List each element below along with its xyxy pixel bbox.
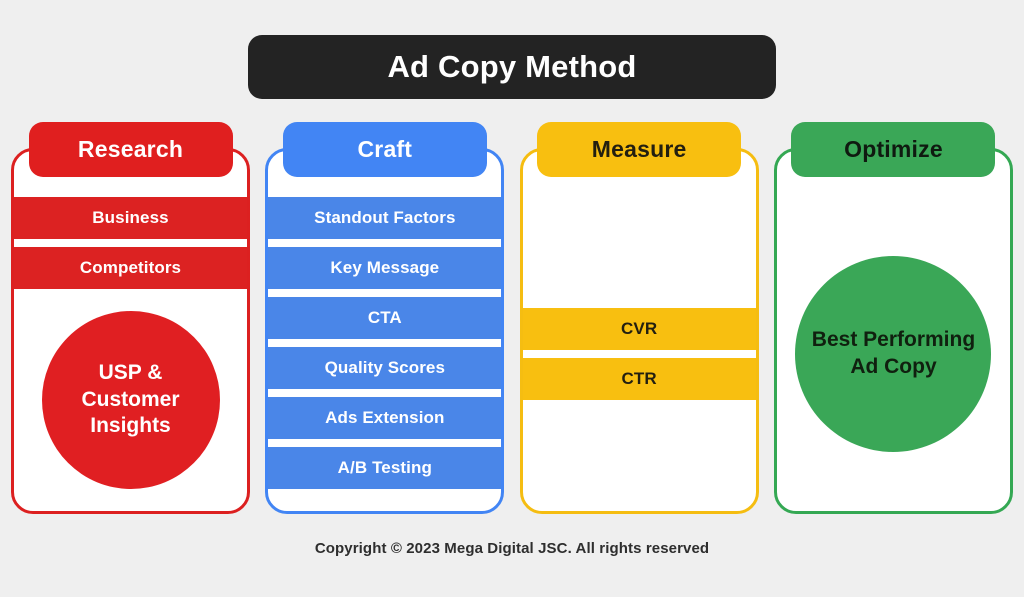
- measure-bar-stack: CVR CTR: [522, 308, 756, 400]
- bar-ctr[interactable]: CTR: [522, 358, 756, 400]
- footer: Copyright © 2023 Mega Digital JSC. All r…: [0, 540, 1024, 558]
- method-columns-row: Business Competitors USP & Customer Insi…: [0, 122, 1024, 517]
- header-label-craft: Craft: [357, 136, 413, 162]
- column-research: Business Competitors USP & Customer Insi…: [11, 122, 250, 517]
- header-label-research: Research: [77, 136, 184, 162]
- bar-ads-extension[interactable]: Ads Extension: [268, 397, 502, 439]
- bar-cvr[interactable]: CVR: [522, 308, 756, 350]
- copyright-text: Copyright © 2023 Mega Digital JSC. All r…: [314, 540, 710, 557]
- research-bar-stack: Business Competitors: [14, 197, 247, 289]
- craft-bar-stack: Standout Factors Key Message CTA Quality…: [268, 197, 502, 489]
- page-title: Ad Copy Method: [387, 49, 637, 84]
- bar-ab-testing[interactable]: A/B Testing: [268, 447, 502, 489]
- bar-cta[interactable]: CTA: [268, 297, 502, 339]
- card-research: Business Competitors USP & Customer Insi…: [11, 148, 250, 514]
- bar-key-message[interactable]: Key Message: [268, 247, 502, 289]
- column-optimize: Best Performing Ad Copy Optimize: [773, 122, 1013, 517]
- bar-standout-factors[interactable]: Standout Factors: [268, 197, 502, 239]
- card-research-body: Business Competitors USP & Customer Insi…: [14, 151, 247, 511]
- header-pill-measure[interactable]: Measure: [537, 122, 742, 177]
- header-pill-craft[interactable]: Craft: [282, 122, 487, 177]
- card-craft: Standout Factors Key Message CTA Quality…: [265, 148, 505, 514]
- header-pill-optimize[interactable]: Optimize: [791, 122, 996, 177]
- circle-best-performing-ad-copy[interactable]: Best Performing Ad Copy: [795, 256, 992, 452]
- header-label-measure: Measure: [591, 136, 687, 162]
- bar-competitors[interactable]: Competitors: [14, 247, 247, 289]
- card-optimize: Best Performing Ad Copy: [773, 148, 1013, 514]
- research-circle-wrap: USP & Customer Insights: [14, 289, 247, 511]
- page-title-banner: Ad Copy Method: [248, 35, 776, 99]
- column-measure: CVR CTR Measure: [519, 122, 759, 517]
- bar-quality-scores[interactable]: Quality Scores: [268, 347, 502, 389]
- circle-usp-customer-insights[interactable]: USP & Customer Insights: [41, 311, 220, 489]
- card-measure: CVR CTR: [519, 148, 759, 514]
- optimize-circle-wrap: Best Performing Ad Copy: [777, 197, 1010, 511]
- header-label-optimize: Optimize: [844, 136, 943, 162]
- header-pill-research[interactable]: Research: [28, 122, 233, 177]
- card-craft-body: Standout Factors Key Message CTA Quality…: [268, 151, 502, 511]
- card-measure-body: CVR CTR: [522, 151, 756, 511]
- column-craft: Standout Factors Key Message CTA Quality…: [265, 122, 505, 517]
- card-optimize-body: Best Performing Ad Copy: [777, 151, 1010, 511]
- bar-business[interactable]: Business: [14, 197, 247, 239]
